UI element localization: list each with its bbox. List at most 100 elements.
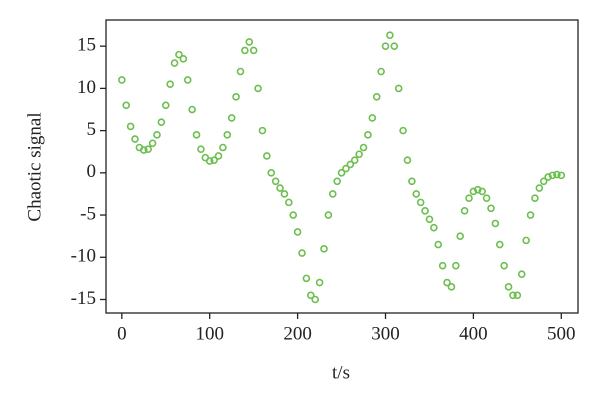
data-point <box>430 223 438 232</box>
y-tick-label: 10 <box>77 77 96 98</box>
data-point <box>320 245 328 253</box>
data-point <box>188 105 196 114</box>
data-point <box>267 169 276 177</box>
data-point <box>153 131 161 139</box>
data-point <box>126 122 135 131</box>
data-point <box>539 177 548 186</box>
data-point <box>482 194 491 202</box>
data-point <box>306 291 315 300</box>
y-tick-label: -5 <box>80 203 96 224</box>
data-point <box>416 198 425 207</box>
data-point <box>421 207 429 215</box>
data-point <box>390 42 399 50</box>
x-tick-label: 100 <box>195 323 224 344</box>
data-point <box>258 126 267 135</box>
data-point <box>504 283 513 291</box>
data-point <box>408 177 416 186</box>
data-point <box>469 187 478 196</box>
data-point <box>241 46 249 55</box>
data-point <box>368 114 377 122</box>
data-point <box>289 211 298 219</box>
data-point <box>517 270 526 278</box>
data-point <box>249 46 258 55</box>
data-point <box>210 156 218 164</box>
x-axis-label: t/s <box>332 362 350 383</box>
data-point <box>285 198 293 207</box>
data-point <box>311 295 319 304</box>
data-point <box>223 131 232 139</box>
data-point <box>179 55 188 63</box>
data-point <box>403 156 412 164</box>
data-point <box>263 152 271 160</box>
data-point <box>205 157 214 165</box>
data-point <box>175 50 183 59</box>
data-point <box>337 169 346 177</box>
data-point <box>183 76 192 84</box>
data-point <box>271 177 280 186</box>
data-point <box>447 283 456 291</box>
data-point <box>553 170 561 179</box>
x-tick-label: 0 <box>117 323 127 344</box>
data-point <box>526 211 535 219</box>
y-tick-label: 0 <box>87 161 97 182</box>
data-point <box>328 190 337 198</box>
data-point <box>131 135 139 143</box>
data-point <box>557 171 566 180</box>
data-point <box>227 114 236 122</box>
data-point <box>399 126 407 135</box>
data-point <box>232 93 240 101</box>
data-point <box>315 278 324 287</box>
data-point <box>214 152 223 160</box>
data-point <box>293 228 302 236</box>
data-point <box>355 150 363 159</box>
data-point <box>122 101 131 110</box>
data-point <box>443 278 451 287</box>
data-point <box>254 84 262 93</box>
data-point <box>473 185 482 194</box>
y-tick-label: 5 <box>87 119 97 140</box>
data-point <box>192 131 201 139</box>
data-point <box>161 101 170 110</box>
data-point <box>394 84 403 93</box>
y-axis-label: Chaotic signal <box>24 112 45 221</box>
data-point <box>346 160 355 169</box>
data-point <box>144 145 152 153</box>
data-point <box>548 171 557 180</box>
data-point <box>139 146 148 154</box>
data-point <box>333 177 341 186</box>
y-tick-label: -15 <box>71 288 96 309</box>
data-point <box>298 249 306 257</box>
data-point <box>535 184 544 192</box>
data-point <box>302 274 311 283</box>
data-point <box>438 261 447 270</box>
data-point <box>500 261 508 270</box>
data-point <box>118 76 126 84</box>
data-point <box>342 164 350 173</box>
data-point <box>522 236 530 245</box>
data-point <box>495 240 504 249</box>
data-point <box>509 291 517 300</box>
plot-frame <box>105 19 579 314</box>
data-point <box>452 261 460 270</box>
data-point <box>544 173 552 181</box>
data-point <box>359 143 368 152</box>
data-point <box>491 219 500 228</box>
data-point <box>465 194 473 202</box>
data-point <box>434 240 443 249</box>
x-tick-label: 400 <box>459 323 488 344</box>
data-point <box>364 131 372 139</box>
data-point <box>276 184 284 192</box>
data-point <box>460 207 469 215</box>
y-tick-label: -10 <box>71 246 96 267</box>
data-point <box>372 93 381 101</box>
data-point <box>157 118 166 126</box>
x-tick-label: 200 <box>283 323 312 344</box>
data-point <box>513 291 522 300</box>
data-point <box>219 143 227 152</box>
data-point <box>386 31 394 39</box>
data-point <box>381 42 390 50</box>
data-point <box>350 156 359 164</box>
data-point <box>324 211 333 219</box>
data-point <box>377 67 385 76</box>
data-point <box>487 204 495 213</box>
